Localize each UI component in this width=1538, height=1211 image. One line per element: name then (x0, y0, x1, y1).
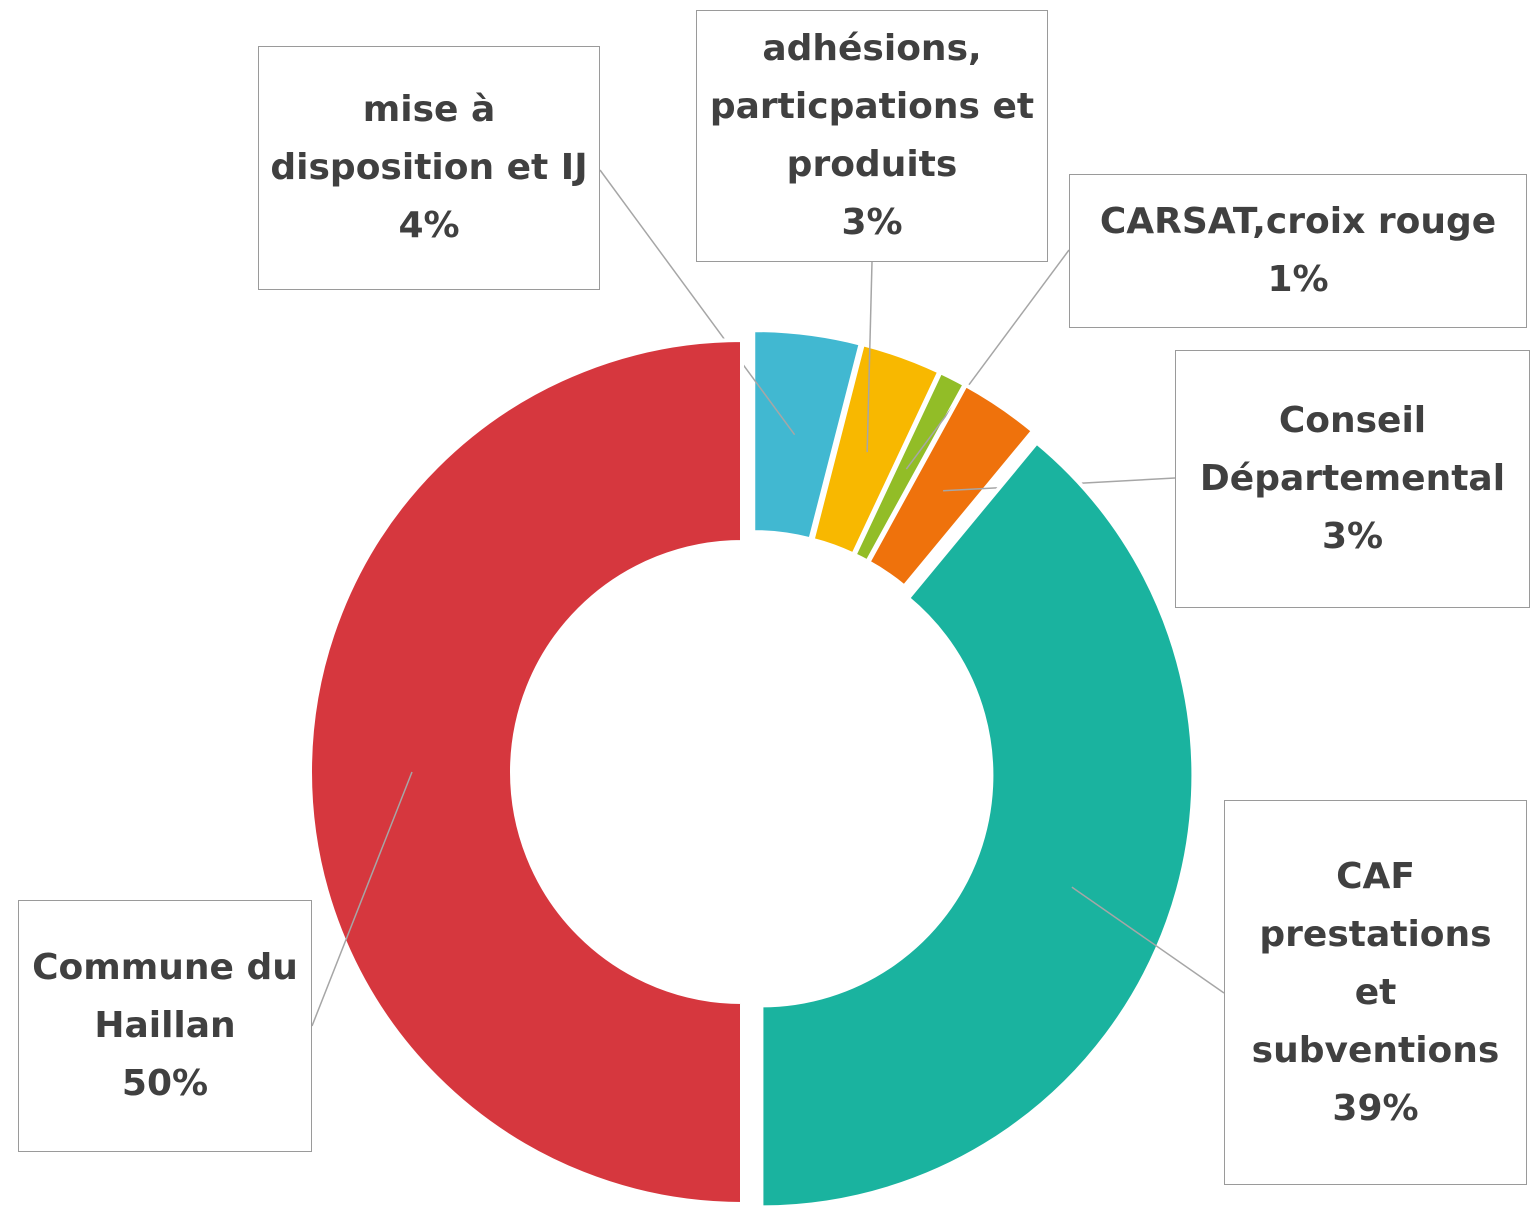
leader-line (1071, 886, 1225, 994)
data-label-box: mise à disposition et IJ 4% (258, 46, 600, 290)
category-label: adhésions, particpations et produits (709, 28, 1035, 185)
leader-line (905, 249, 1070, 470)
data-label-box: CARSAT,croix rouge 1% (1069, 174, 1527, 328)
leader-line (866, 261, 873, 453)
value-label: 39% (1332, 1087, 1419, 1129)
category-label: Conseil Départemental (1199, 400, 1506, 499)
data-label-box: adhésions, particpations et produits 3% (696, 10, 1048, 262)
category-label: Commune du Haillan (32, 947, 298, 1046)
value-label: 3% (1321, 516, 1384, 557)
category-label: CAF prestations et subventions (1251, 855, 1500, 1071)
value-label: 4% (398, 205, 460, 246)
value-label: 1% (1267, 259, 1329, 300)
donut-slice (308, 337, 744, 1207)
category-label: mise à disposition et IJ (270, 89, 588, 188)
category-label: CARSAT,croix rouge (1099, 201, 1497, 242)
data-label-box: CAF prestations et subventions 39% (1224, 800, 1527, 1185)
donut-slice (759, 439, 1196, 1210)
value-label: 50% (121, 1063, 209, 1104)
value-label: 3% (841, 202, 903, 243)
data-label-box: Commune du Haillan 50% (18, 900, 312, 1152)
leader-line (311, 771, 413, 1027)
leader-line (599, 169, 796, 436)
donut-slice (751, 328, 864, 542)
donut-slice (865, 382, 1036, 590)
data-label-box: Conseil Départemental 3% (1175, 350, 1530, 608)
